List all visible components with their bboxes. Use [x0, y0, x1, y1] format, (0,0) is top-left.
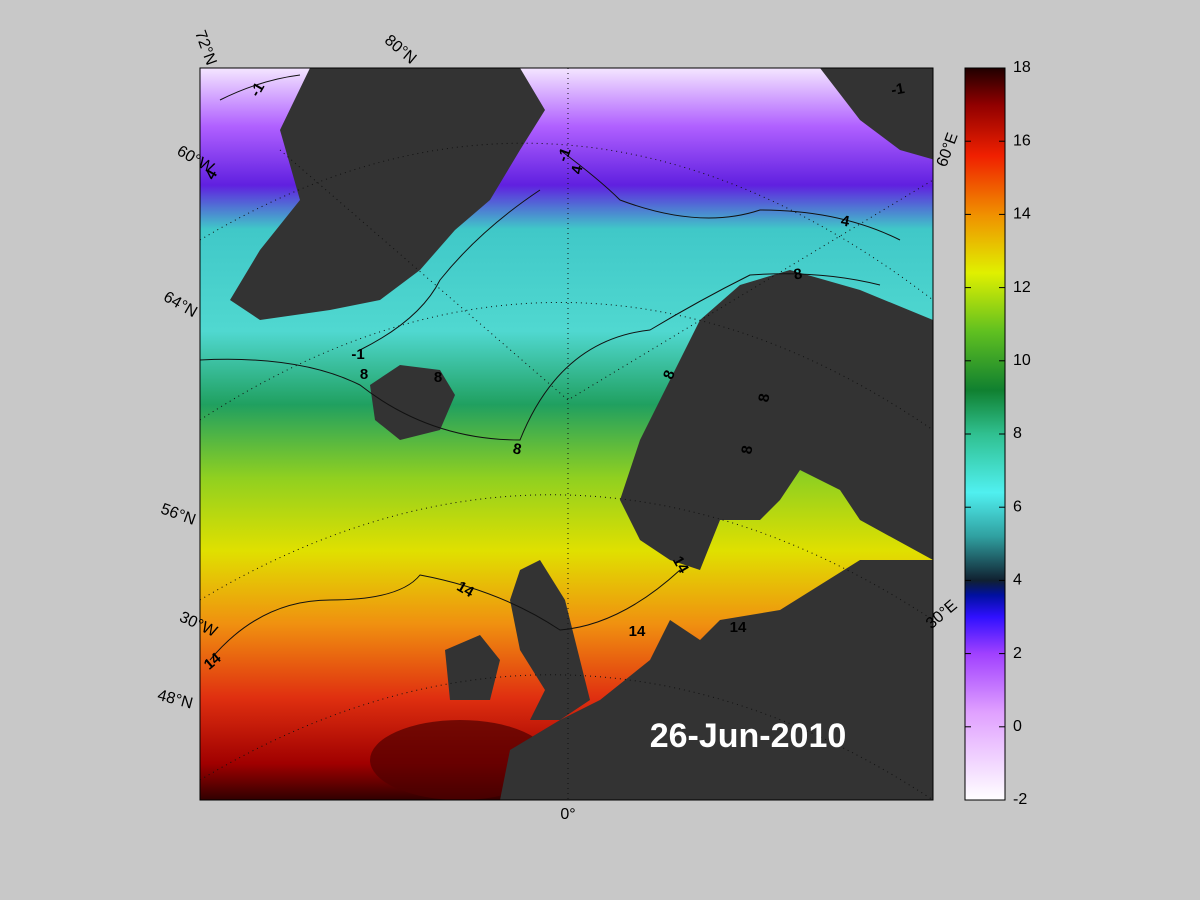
contour-label: 8 [792, 265, 803, 283]
contour-label: 4 [840, 212, 852, 230]
colorbar-tick-label: 0 [1013, 718, 1022, 735]
graticule-label: 80°N [381, 32, 419, 68]
contour-label: 8 [755, 392, 773, 403]
colorbar-tick-label: 16 [1013, 132, 1031, 149]
graticule [200, 68, 933, 800]
contour-label: 4 [568, 164, 586, 176]
contour-label: 8 [360, 366, 368, 383]
graticule-label: 72°N [191, 28, 219, 67]
contour-label: -1 [554, 146, 575, 164]
contour-label: 8 [434, 369, 442, 386]
colorbar-tick-label: 10 [1013, 352, 1031, 369]
contour-label: -1 [351, 346, 364, 363]
map-frame [199, 67, 934, 801]
graticule-label: 48°N [156, 687, 195, 713]
land [230, 68, 933, 800]
date-label: 26-Jun-2010 [650, 717, 847, 755]
colorbar-tick-label: 2 [1013, 645, 1022, 662]
contour-label: 14 [629, 623, 646, 640]
colorbar-tick-label: 12 [1013, 279, 1031, 296]
graticule-label: 0° [560, 806, 575, 823]
colorbar-tick-label: 18 [1013, 59, 1031, 76]
colorbar-tick-label: 4 [1013, 572, 1022, 589]
contour-label: 8 [738, 444, 756, 455]
colorbar-tick-label: -2 [1013, 791, 1027, 808]
contour-label: 8 [512, 440, 523, 458]
graticule-label: 60°E [934, 131, 962, 170]
colorbar-tick-label: 6 [1013, 498, 1022, 515]
contours [200, 74, 901, 661]
contour-label: 14 [669, 553, 692, 577]
map [200, 68, 933, 800]
colorbar [964, 67, 1006, 801]
graticule-label: 64°N [160, 288, 199, 321]
contour-label: 14 [454, 578, 478, 601]
contour-label: 14 [730, 619, 747, 636]
contour-label: -1 [890, 80, 906, 99]
colorbar-tick-label: 8 [1013, 425, 1022, 442]
graticule-label: 56°N [158, 501, 197, 529]
colorbar-tick-label: 14 [1013, 206, 1031, 223]
